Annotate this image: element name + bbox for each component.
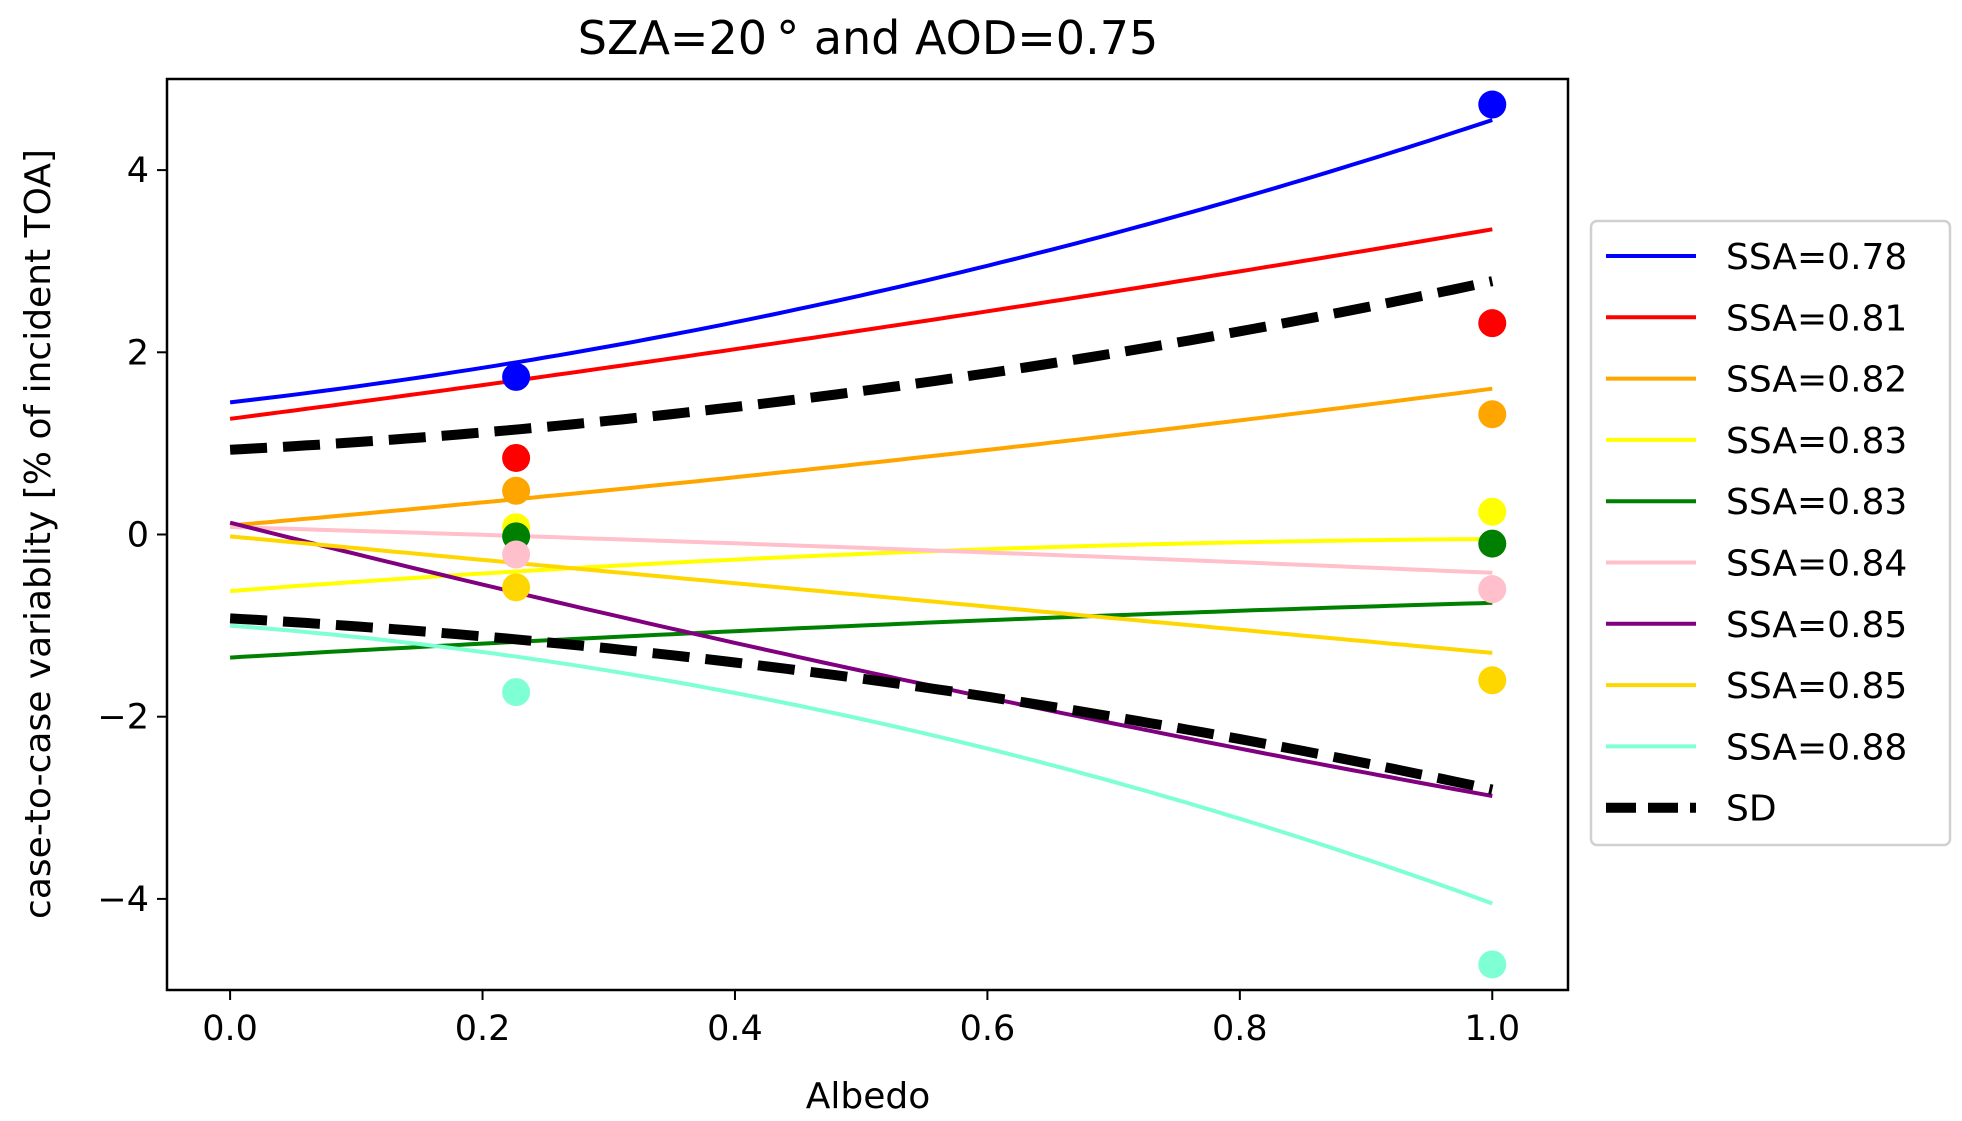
plot-area: 0.0 0.2 0.4 0.6 0.8 1.0 −4 −2 0 2 4 <box>97 77 1570 1049</box>
data-point-7-1 <box>1478 666 1507 695</box>
series-line-0 <box>229 118 1493 405</box>
series-line-7 <box>229 534 1493 655</box>
data-point-5-1 <box>1478 575 1507 604</box>
data-point-2-0 <box>502 476 531 505</box>
series-line-1 <box>229 227 1493 421</box>
legend-label-9: SD <box>1726 789 1777 830</box>
data-point-4-1 <box>1478 529 1507 558</box>
legend-label-6: SSA=0.85 <box>1726 605 1907 646</box>
legend-label-7: SSA=0.85 <box>1726 666 1907 707</box>
data-point-3-1 <box>1478 497 1507 526</box>
x-tick-label-3: 0.6 <box>960 1009 1016 1049</box>
x-axis-label: Albedo <box>806 1076 931 1117</box>
data-point-2-1 <box>1478 400 1507 429</box>
series-line-5 <box>230 525 1493 575</box>
series-line-10 <box>229 613 1494 795</box>
data-point-0-1 <box>1478 90 1507 119</box>
chart-title: SZA=20 ° and AOD=0.75 <box>578 11 1158 65</box>
data-point-8-1 <box>1478 950 1507 979</box>
y-tick-label-1: −2 <box>97 698 149 738</box>
legend-label-4: SSA=0.83 <box>1726 482 1907 523</box>
legend-label-5: SSA=0.84 <box>1726 544 1907 585</box>
series-line-8 <box>229 623 1493 906</box>
legend-label-1: SSA=0.81 <box>1726 298 1907 339</box>
legend: SSA=0.78 SSA=0.81 SSA=0.82 SSA=0.83 SSA=0.83… <box>1589 219 1952 847</box>
legend-label-8: SSA=0.88 <box>1726 727 1907 768</box>
data-point-7-0 <box>502 573 531 602</box>
x-tick-label-0: 0.0 <box>202 1009 258 1049</box>
data-point-5-0 <box>502 540 531 569</box>
y-tick-label-0: −4 <box>97 880 149 920</box>
x-tick-label-4: 0.8 <box>1212 1009 1268 1049</box>
y-tick-label-4: 4 <box>127 151 149 191</box>
legend-label-2: SSA=0.82 <box>1726 360 1907 401</box>
series-line-9 <box>229 276 1494 455</box>
x-tick-label-2: 0.4 <box>707 1009 763 1049</box>
x-tick-label-5: 1.0 <box>1464 1009 1520 1049</box>
data-point-1-0 <box>502 443 531 472</box>
axes-frame <box>165 77 1570 992</box>
data-point-0-0 <box>502 362 531 391</box>
y-tick-label-3: 2 <box>127 333 149 373</box>
series-line-6 <box>229 520 1493 798</box>
series-line-2 <box>229 386 1493 528</box>
legend-label-0: SSA=0.78 <box>1726 237 1907 278</box>
data-point-1-1 <box>1478 309 1507 338</box>
data-point-8-0 <box>502 678 531 707</box>
series-group <box>229 90 1507 979</box>
x-tick-label-1: 0.2 <box>455 1009 511 1049</box>
y-axis-label: case-to-case variablity [% of incident T… <box>18 149 59 919</box>
legend-label-3: SSA=0.83 <box>1726 421 1907 462</box>
y-tick-label-2: 0 <box>127 516 149 556</box>
